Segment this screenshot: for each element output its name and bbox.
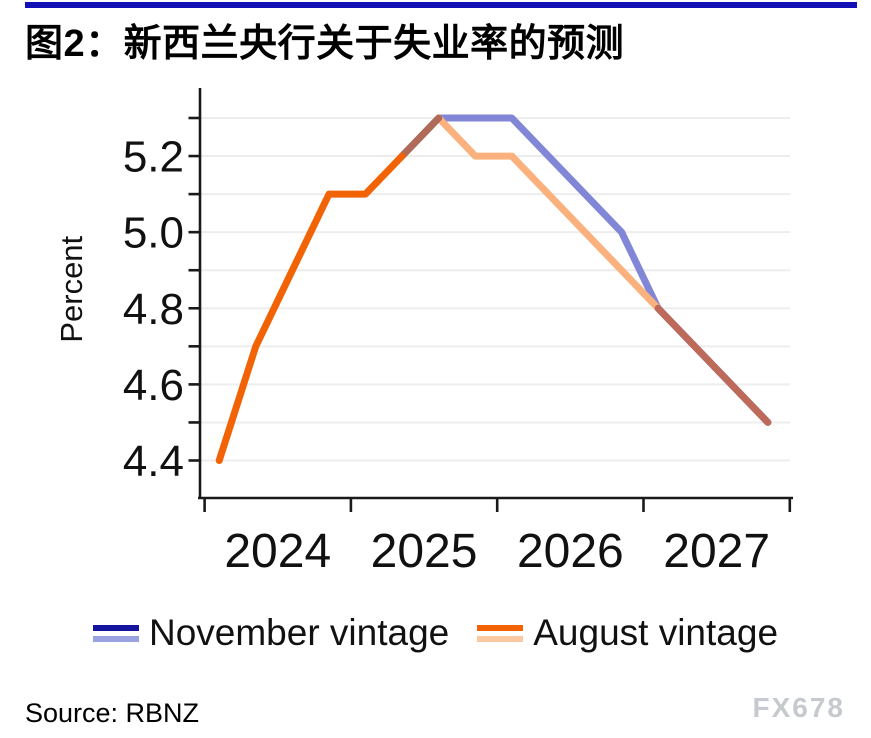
overlap-rise-line (398, 114, 443, 160)
y-tick-label: 4.4 (123, 437, 184, 486)
fx678-watermark: FX678 (752, 692, 845, 723)
x-tick-label: 2027 (663, 525, 770, 578)
x-tick-label: 2025 (371, 525, 478, 578)
y-tick-label: 5.0 (123, 209, 184, 258)
august-forecast-line (435, 114, 662, 312)
chart-title: 图2：新西兰央行关于失业率的预测 (25, 23, 625, 65)
y-tick-label: 4.8 (123, 285, 184, 334)
x-tick-label: 2024 (224, 525, 331, 578)
source-note: Source: RBNZ (25, 698, 200, 728)
unemployment-forecast-chart: 4.4 4.6 4.8 5.0 5.2 Percent 2024 2025 2026 2027 (54, 88, 793, 578)
x-tick-label: 2026 (517, 525, 624, 578)
legend-label: November vintage (148, 612, 450, 653)
overlap-tail-line (654, 304, 772, 426)
legend-key-icon (477, 624, 524, 642)
y-tick-label: 4.6 (123, 361, 184, 410)
legend-label: August vintage (533, 612, 779, 653)
legend-item: August vintage (477, 612, 778, 654)
legend-key-icon (92, 624, 139, 642)
y-axis-title: Percent (54, 235, 89, 342)
chart-legend: November vintage August vintage (0, 612, 871, 654)
august-actual-line (215, 152, 406, 464)
title-accent-bar (25, 2, 857, 8)
legend-item: November vintage (92, 612, 450, 654)
y-tick-label: 5.2 (123, 133, 184, 182)
